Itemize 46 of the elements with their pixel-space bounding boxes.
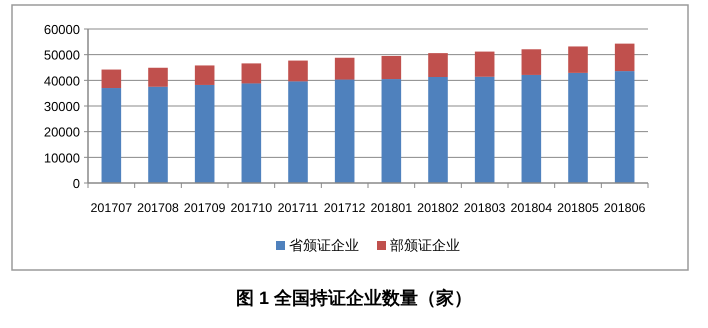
- bar: [522, 74, 542, 183]
- bar: [614, 71, 634, 183]
- bar: [194, 84, 214, 183]
- y-tick-label: 10000: [44, 150, 80, 166]
- x-tick-label: 201711: [278, 201, 318, 215]
- bar: [242, 83, 262, 183]
- x-tick-label: 201709: [184, 201, 226, 215]
- x-tick-label: 201803: [464, 201, 506, 215]
- bar: [194, 65, 214, 85]
- bar: [382, 56, 402, 80]
- legend-label: 部颁证企业: [390, 237, 460, 253]
- x-tick-label: 201806: [604, 201, 646, 215]
- bar: [474, 52, 494, 77]
- legend-label: 省颁证企业: [289, 237, 359, 253]
- bar: [102, 70, 122, 88]
- x-tick-label: 201707: [90, 201, 132, 215]
- x-tick-label: 201805: [557, 201, 599, 215]
- x-tick-label: 201710: [230, 201, 272, 215]
- bar: [382, 79, 402, 183]
- text: 图 1 全国持证企业数量（家）: [236, 288, 472, 308]
- y-tick-label: 0: [72, 176, 80, 191]
- y-tick-label: 60000: [44, 22, 80, 37]
- bar: [568, 46, 588, 73]
- y-tick-label: 40000: [44, 73, 80, 88]
- bar: [288, 60, 308, 82]
- bar: [102, 88, 122, 183]
- x-tick-label: 201712: [324, 201, 366, 215]
- bar: [334, 58, 354, 80]
- bar: [428, 53, 448, 77]
- bar: [522, 49, 542, 75]
- y-tick-label: 50000: [44, 48, 80, 63]
- bar: [288, 81, 308, 183]
- y-tick-label: 30000: [44, 99, 80, 114]
- bar: [334, 80, 354, 183]
- bar: [242, 63, 262, 84]
- x-tick-label: 201801: [370, 201, 412, 215]
- x-tick-label: 201708: [137, 201, 179, 215]
- x-tick-label: 201804: [510, 201, 552, 215]
- bar: [474, 76, 494, 183]
- x-tick-label: 201802: [417, 201, 459, 215]
- bar: [614, 44, 634, 72]
- y-tick-label: 20000: [44, 124, 80, 140]
- bar: [568, 72, 588, 183]
- bar: [148, 68, 168, 87]
- bar: [428, 76, 448, 183]
- bar: [148, 86, 168, 183]
